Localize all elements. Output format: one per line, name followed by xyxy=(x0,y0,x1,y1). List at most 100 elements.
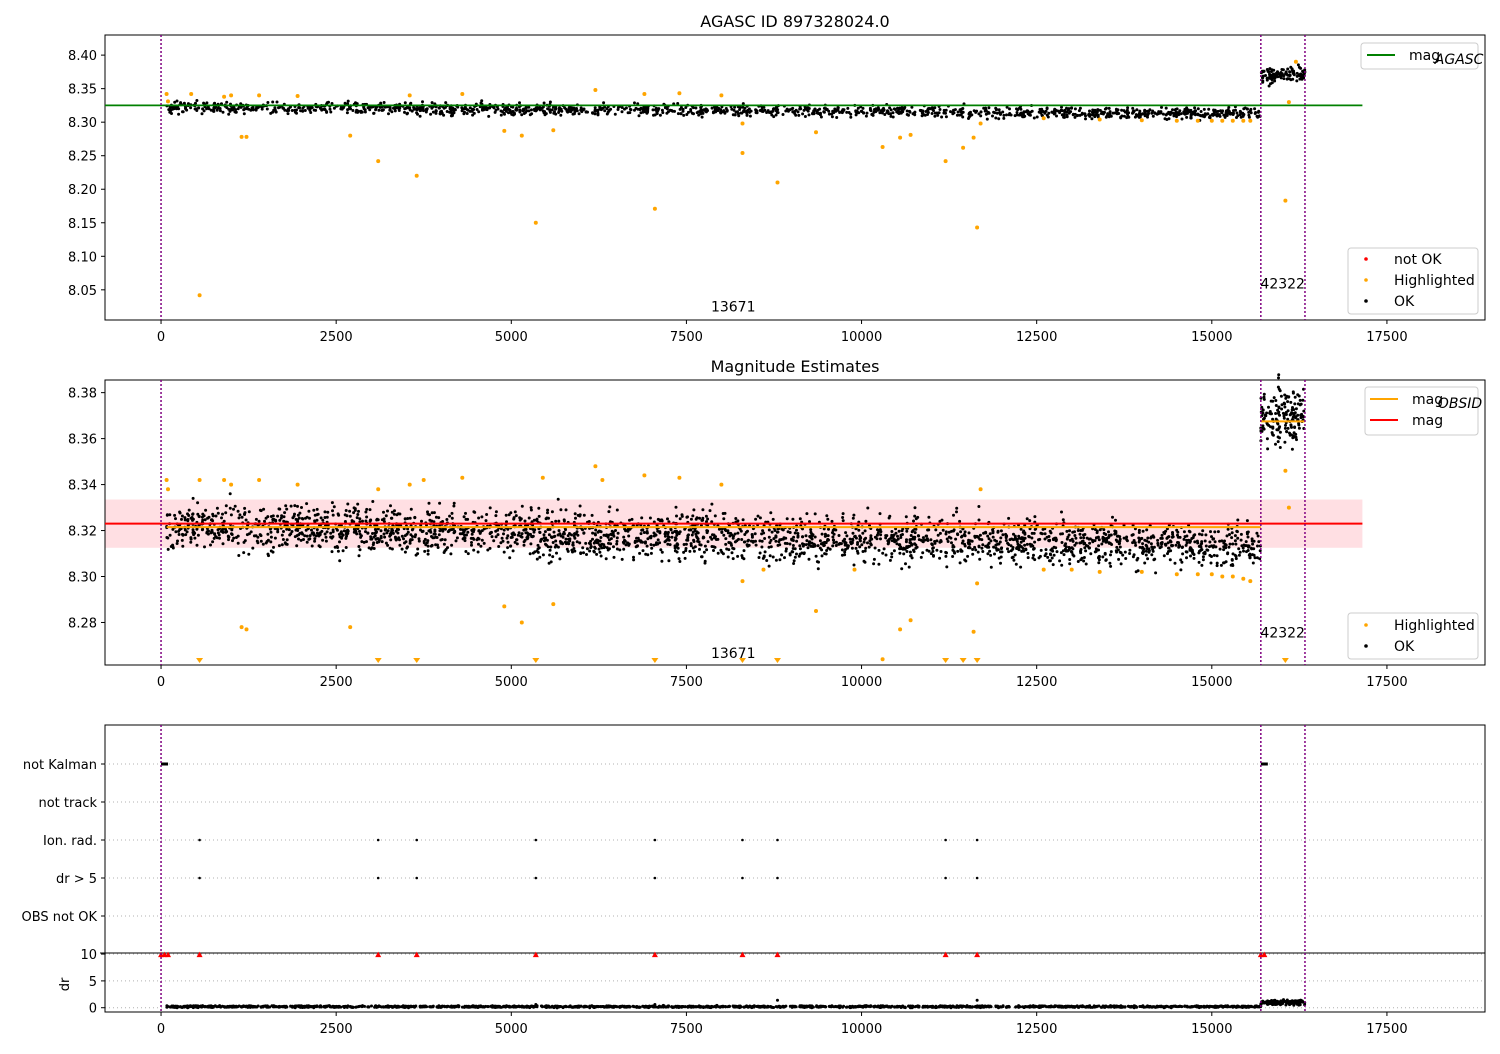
ok-point xyxy=(1101,555,1104,558)
ok-point xyxy=(178,511,181,514)
ok-point xyxy=(599,536,602,539)
flag-point xyxy=(944,839,947,842)
ok-point xyxy=(1104,108,1107,111)
ok-point xyxy=(952,545,955,548)
ok-point xyxy=(944,112,947,115)
ok-point xyxy=(1048,535,1051,538)
ok-point xyxy=(778,558,781,561)
ok-point xyxy=(705,548,708,551)
ok-point xyxy=(907,114,910,117)
ok-point xyxy=(801,535,804,538)
ok-point xyxy=(1277,373,1280,376)
ok-point xyxy=(558,557,561,560)
ok-point xyxy=(922,536,925,539)
ok-point xyxy=(1033,541,1036,544)
ok-point xyxy=(925,535,928,538)
ok-point xyxy=(774,529,777,532)
ok-point xyxy=(819,547,822,550)
ok-point xyxy=(909,541,912,544)
highlighted-point xyxy=(245,627,249,631)
ok-point xyxy=(890,552,893,555)
ok-point xyxy=(1147,541,1150,544)
highlighted-point xyxy=(944,159,948,163)
ok-point xyxy=(453,108,456,111)
ok-point xyxy=(1045,548,1048,551)
ok-point xyxy=(1190,115,1193,118)
ok-point xyxy=(347,100,350,103)
ok-point xyxy=(1297,424,1300,427)
ok-point xyxy=(825,514,828,517)
ok-point xyxy=(1028,519,1031,522)
legend-label: mag xyxy=(1412,413,1443,429)
ok-point xyxy=(301,110,304,113)
ok-point xyxy=(306,516,309,519)
ok-point xyxy=(827,539,830,542)
ok-point xyxy=(197,107,200,110)
ok-point xyxy=(1181,552,1184,555)
ok-point xyxy=(690,542,693,545)
ok-point xyxy=(1179,536,1182,539)
flag-point xyxy=(654,839,657,842)
highlighted-point xyxy=(814,609,818,613)
flag-range xyxy=(161,763,168,766)
ok-point xyxy=(909,538,912,541)
ok-point xyxy=(673,530,676,533)
ok-point xyxy=(1047,116,1050,119)
highlighted-point xyxy=(166,487,170,491)
ok-point xyxy=(737,538,740,541)
ok-point xyxy=(600,555,603,558)
ok-point xyxy=(547,517,550,520)
ok-point xyxy=(333,107,336,110)
ok-point xyxy=(1073,530,1076,533)
ok-point xyxy=(1079,533,1082,536)
legend-dot-swatch xyxy=(1364,623,1368,627)
ok-point xyxy=(383,533,386,536)
ok-point xyxy=(608,538,611,541)
ok-point xyxy=(1083,533,1086,536)
ok-point xyxy=(259,533,262,536)
ok-point xyxy=(1115,549,1118,552)
ok-point xyxy=(478,538,481,541)
highlighted-point xyxy=(961,146,965,150)
ok-point xyxy=(464,550,467,553)
ok-point xyxy=(1074,107,1077,110)
ok-point xyxy=(1079,107,1082,110)
ok-point xyxy=(1226,551,1229,554)
ok-point xyxy=(952,514,955,517)
ok-point xyxy=(332,529,335,532)
ok-point xyxy=(536,518,539,521)
ok-point xyxy=(451,517,454,520)
ok-point xyxy=(1276,423,1279,426)
ok-point xyxy=(1265,412,1268,415)
highlighted-point xyxy=(1070,568,1074,572)
highlighted-point xyxy=(979,122,983,126)
y-tick-label: 8.25 xyxy=(68,150,97,165)
ok-point xyxy=(580,110,583,113)
ok-point xyxy=(703,551,706,554)
ok-point xyxy=(1186,551,1189,554)
ok-point xyxy=(354,531,357,534)
ok-point xyxy=(450,114,453,117)
ok-point xyxy=(501,110,504,113)
ok-point xyxy=(988,550,991,553)
ok-point xyxy=(1274,443,1277,446)
ok-point xyxy=(558,529,561,532)
ok-point xyxy=(509,111,512,114)
ok-point xyxy=(551,108,554,111)
highlighted-point xyxy=(1248,119,1252,123)
ok-point xyxy=(409,533,412,536)
ok-point xyxy=(931,106,934,109)
ok-point xyxy=(670,528,673,531)
ok-point xyxy=(1257,111,1260,114)
ok-point xyxy=(551,555,554,558)
ok-point xyxy=(383,517,386,520)
ok-point xyxy=(570,106,573,109)
y-tick-label: 8.36 xyxy=(68,433,97,448)
ok-point xyxy=(646,545,649,548)
ok-point xyxy=(178,533,181,536)
ok-point xyxy=(295,112,298,115)
ok-point xyxy=(398,544,401,547)
ok-point xyxy=(798,555,801,558)
ok-point xyxy=(389,547,392,550)
